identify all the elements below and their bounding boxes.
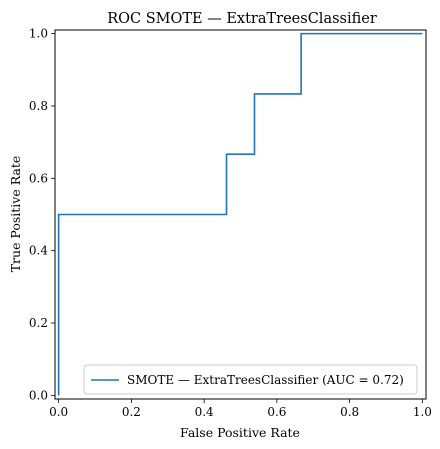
y-axis-label: True Positive Rate bbox=[8, 156, 23, 273]
legend: SMOTE — ExtraTreesClassifier (AUC = 0.72… bbox=[83, 364, 418, 395]
x-tick-label: 0.8 bbox=[340, 405, 359, 419]
x-tick-label: 0.6 bbox=[267, 405, 286, 419]
y-tick-label: 0.2 bbox=[29, 316, 48, 330]
y-tick-label: 0.8 bbox=[29, 99, 48, 113]
x-tick-label: 0.2 bbox=[122, 405, 141, 419]
x-tick-label: 0.4 bbox=[195, 405, 214, 419]
y-tick-label: 0.6 bbox=[29, 171, 48, 185]
x-axis-label: False Positive Rate bbox=[180, 425, 300, 440]
legend-box bbox=[83, 364, 418, 395]
x-tick-label: 1.0 bbox=[413, 405, 432, 419]
y-axis-ticks: 0.0 0.2 0.4 0.6 0.8 1.0 bbox=[29, 27, 55, 402]
y-tick-label: 0.4 bbox=[29, 244, 48, 258]
chart-title: ROC SMOTE — ExtraTreesClassifier bbox=[107, 11, 377, 27]
y-tick-label: 1.0 bbox=[29, 27, 48, 41]
x-axis-ticks: 0.0 0.2 0.4 0.6 0.8 1.0 bbox=[49, 399, 432, 419]
axes-frame bbox=[54, 29, 427, 400]
y-tick-label: 0.0 bbox=[29, 388, 48, 402]
plot-area: 0.0 0.2 0.4 0.6 0.8 1.0 0.0 0.2 0.4 0.6 0.8 1.0 bbox=[29, 27, 432, 419]
roc-curve-line bbox=[57, 32, 423, 396]
x-tick-label: 0.0 bbox=[49, 405, 68, 419]
legend-label: SMOTE — ExtraTreesClassifier (AUC = 0.72… bbox=[127, 373, 404, 387]
